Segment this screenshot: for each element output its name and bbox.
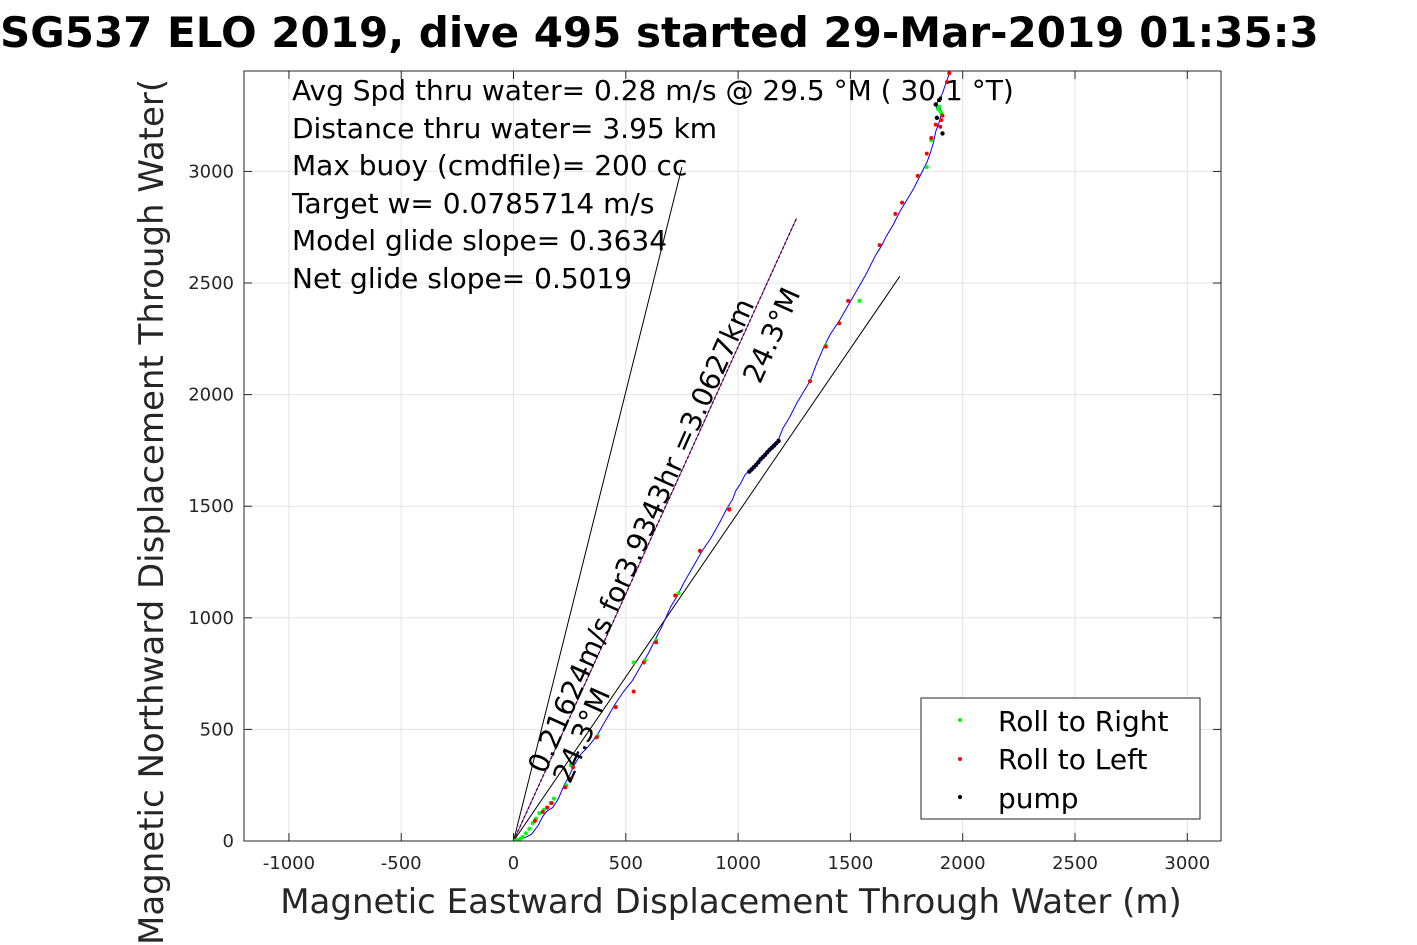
marker-roll-to-left	[545, 805, 550, 810]
legend-box	[920, 697, 1201, 820]
legend-marker-pump	[958, 795, 962, 799]
reference-line-core	[513, 218, 797, 841]
marker-roll-to-left	[540, 809, 545, 814]
marker-roll-to-left	[837, 321, 842, 326]
annotation-net-glide: Net glide slope= 0.5019	[292, 262, 632, 295]
legend: Roll to Right Roll to Left pump	[920, 697, 1201, 820]
marker-roll-to-left	[915, 173, 920, 178]
y-tick-label: 2500	[188, 273, 234, 294]
marker-pump	[933, 102, 938, 107]
y-axis-label: Magnetic Northward Displacement Through …	[132, 79, 172, 945]
annotation-target-w: Target w= 0.0785714 m/s	[291, 187, 654, 220]
pump-segment	[748, 439, 780, 473]
x-tick-label: -1000	[263, 853, 315, 874]
x-axis-label: Magnetic Eastward Displacement Through W…	[280, 882, 1182, 922]
x-tick-label: 3000	[1164, 853, 1210, 874]
marker-roll-to-left	[654, 640, 659, 645]
marker-roll-to-left	[924, 151, 929, 156]
y-tick-label: 500	[200, 719, 234, 740]
marker-roll-to-left	[807, 379, 812, 384]
marker-roll-to-right	[527, 826, 532, 831]
x-tick-label: 2000	[940, 853, 986, 874]
y-tick-label: 1000	[188, 608, 234, 629]
marker-roll-to-left	[846, 298, 851, 303]
marker-pump	[940, 131, 945, 136]
x-tick-label: 1500	[828, 853, 874, 874]
annotation-model-glide: Model glide slope= 0.3634	[292, 224, 667, 257]
marker-roll-to-left	[877, 243, 882, 248]
marker-roll-to-left	[823, 344, 828, 349]
marker-roll-to-left	[567, 776, 572, 781]
marker-roll-to-left	[944, 80, 949, 85]
marker-roll-to-left	[673, 593, 678, 598]
marker-roll-to-left	[900, 200, 905, 205]
marker-roll-to-left	[532, 818, 537, 823]
marker-roll-to-left	[563, 785, 568, 790]
marker-roll-to-left	[939, 118, 944, 123]
y-tick-label: 1500	[188, 496, 234, 517]
marker-roll-to-left	[940, 113, 945, 118]
marker-roll-to-right	[523, 831, 528, 836]
marker-roll-to-left	[929, 135, 934, 140]
marker-roll-to-right	[676, 591, 681, 596]
axes-frame	[243, 70, 1222, 842]
x-tick-label: 2500	[1052, 853, 1098, 874]
legend-label-roll-left: Roll to Left	[998, 743, 1147, 776]
legend-label-roll-right: Roll to Right	[998, 705, 1169, 738]
annotation-distance: Distance thru water= 3.95 km	[292, 112, 717, 145]
x-tick-label: 1000	[715, 853, 761, 874]
marker-roll-to-left	[613, 705, 618, 710]
marker-roll-to-right	[937, 104, 942, 109]
chart-title: SG537 ELO 2019, dive 495 started 29-Mar-…	[0, 8, 1319, 57]
annotation-avg-speed: Avg Spd thru water= 0.28 m/s @ 29.5 °M (…	[292, 74, 1014, 107]
marker-roll-to-left	[631, 689, 636, 694]
legend-marker-roll-left	[958, 757, 962, 761]
y-tick-label: 3000	[188, 161, 234, 182]
marker-roll-to-left	[938, 124, 943, 129]
marker-roll-to-left	[893, 211, 898, 216]
y-tick-label: 0	[223, 831, 234, 852]
x-tick-label: -500	[381, 853, 422, 874]
legend-label-pump: pump	[998, 782, 1079, 815]
marker-roll-to-left	[641, 660, 646, 665]
x-tick-label: 0	[508, 853, 519, 874]
roll-markers	[512, 71, 952, 841]
marker-roll-to-left	[571, 765, 576, 770]
marker-roll-to-left	[697, 548, 702, 553]
marker-pump	[936, 97, 942, 103]
marker-roll-to-left	[947, 71, 952, 76]
marker-roll-to-right	[631, 660, 636, 665]
marker-roll-to-left	[727, 507, 732, 512]
reference-line	[513, 166, 683, 841]
axis-ticks: -1000 -500 0 500 1000 1500 2000 2500 3000 0 500 100…	[188, 71, 1221, 874]
marker-roll-to-right	[551, 796, 556, 801]
reference-line	[513, 276, 901, 841]
marker-roll-to-right	[520, 834, 525, 839]
reference-lines	[512, 166, 901, 841]
marker-pump	[934, 115, 940, 121]
x-tick-label: 500	[609, 853, 643, 874]
marker-roll-to-right	[537, 811, 542, 816]
y-tick-label: 2000	[188, 385, 234, 406]
marker-roll-to-left	[933, 122, 938, 127]
stats-annotation: Avg Spd thru water= 0.28 m/s @ 29.5 °M (…	[291, 74, 1014, 295]
marker-roll-to-left	[549, 801, 554, 806]
marker-roll-to-right	[857, 298, 862, 303]
marker-roll-to-right	[924, 164, 929, 169]
marker-roll-to-left	[594, 735, 599, 740]
annotation-max-buoy: Max buoy (cmdfile)= 200 cc	[292, 149, 687, 182]
legend-marker-roll-right	[958, 718, 962, 722]
